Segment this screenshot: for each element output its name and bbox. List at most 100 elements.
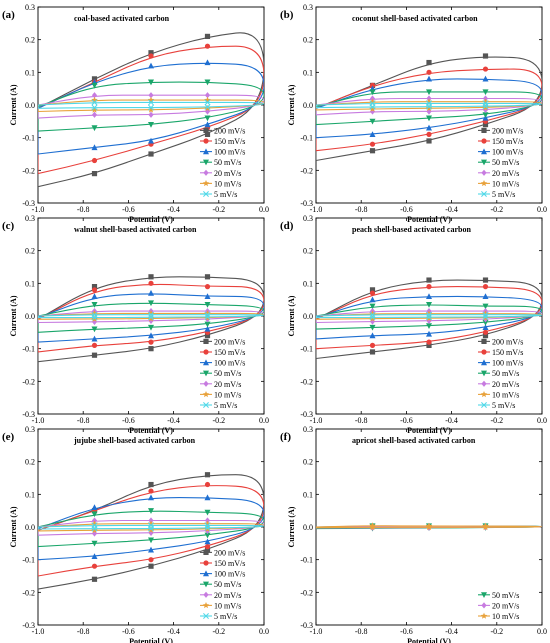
data-point (148, 122, 154, 128)
x-tick-label: -0.6 (400, 627, 413, 636)
x-tick-label: -0.4 (445, 416, 458, 425)
y-tick-label: -0.1 (22, 556, 35, 565)
legend-marker (481, 592, 487, 598)
data-point (204, 325, 211, 332)
data-point (148, 280, 154, 286)
y-tick-label: -0.1 (300, 134, 313, 143)
y-tick-label: 0.2 (25, 458, 35, 467)
chart-title: apricot shell-based activated carbon (352, 436, 476, 445)
legend-entry: 5 mV/s (492, 401, 515, 410)
y-tick-label: -0.2 (22, 166, 35, 175)
x-tick-label: -0.2 (490, 416, 503, 425)
data-point (148, 50, 154, 56)
data-point (91, 526, 98, 534)
x-tick-label: -0.4 (167, 416, 180, 425)
panel-label: (a) (2, 9, 15, 21)
data-point (369, 523, 376, 531)
x-tick-label: -0.6 (122, 627, 135, 636)
data-point (204, 33, 211, 39)
y-tick-label: 0.3 (25, 425, 35, 434)
legend: 200 mV/s 150 mV/s 100 mV/s50 mV/s 20 mV/s10… (478, 337, 523, 410)
data-point (91, 352, 98, 358)
y-tick-label: 0.1 (25, 68, 35, 77)
series-line-100-mV-s (38, 62, 264, 155)
legend-marker (481, 191, 487, 197)
data-point (426, 59, 432, 66)
data-point (482, 523, 489, 531)
x-tick-label: 0.0 (259, 416, 269, 425)
series-line-150-mV-s (38, 45, 264, 175)
data-point (204, 472, 211, 478)
data-point (148, 317, 154, 324)
panel-a: -1.0 -0.8 -0.6 -0.4 -0.2 0.0 -0.3 -0.2 -0.1 0.0 0.… (2, 3, 269, 224)
data-point (482, 333, 489, 339)
legend-entry: 150 mV/s (492, 137, 523, 146)
data-point (91, 106, 98, 113)
series-line-5-mV-s (316, 102, 542, 109)
data-point (426, 115, 432, 122)
legend-entry: 200 mV/s (492, 337, 523, 346)
y-tick-label: 0.0 (303, 312, 313, 321)
legend-entry: 100 mV/s (214, 148, 245, 157)
data-point (148, 99, 154, 106)
data-point (426, 311, 432, 318)
data-point (369, 315, 376, 322)
x-axis-label: Potential (V) (407, 426, 451, 435)
y-tick-label: 0.1 (25, 279, 35, 288)
data-point (148, 137, 154, 144)
y-tick-label: 0.0 (303, 523, 313, 532)
data-point (147, 315, 155, 322)
series-line-100-mV-s (38, 497, 264, 561)
series-line-20-mV-s (38, 310, 264, 324)
legend-marker (203, 359, 209, 366)
series-line-50-mV-s (38, 510, 264, 548)
data-point (426, 314, 432, 321)
y-tick-label: 0.0 (25, 523, 35, 532)
data-point (482, 66, 489, 72)
data-point (369, 89, 376, 96)
data-point (204, 525, 211, 531)
legend-entry: 200 mV/s (214, 548, 245, 557)
data-point (148, 151, 154, 157)
x-tick-label: -1.0 (32, 416, 45, 425)
data-point (148, 311, 154, 318)
y-tick-label: 0.3 (303, 214, 313, 223)
x-tick-label: -0.8 (355, 205, 368, 214)
legend-marker (481, 138, 487, 144)
panel-e: -1.0 -0.8 -0.6 -0.4 -0.2 0.0 -0.3 -0.2 -0.1 0.0 0.… (2, 425, 269, 643)
y-tick-label: -0.2 (300, 377, 313, 386)
data-point (148, 104, 154, 111)
data-point (91, 104, 98, 111)
data-point (91, 284, 98, 290)
data-point (148, 563, 154, 569)
y-tick-label: -0.1 (22, 345, 35, 354)
y-tick-label: -0.2 (22, 377, 35, 386)
legend-marker (202, 391, 210, 398)
legend-entry: 50 mV/s (492, 158, 519, 167)
legend-marker (481, 602, 487, 609)
data-point (204, 99, 211, 106)
x-tick-label: -1.0 (310, 205, 323, 214)
data-point (204, 121, 211, 128)
y-tick-label: -0.3 (300, 410, 313, 419)
y-tick-label: 0.3 (303, 3, 313, 12)
legend-entry: 5 mV/s (214, 401, 237, 410)
data-point (204, 284, 211, 290)
legend-entry: 100 mV/s (214, 570, 245, 579)
legend-entry: 20 mV/s (492, 169, 519, 178)
data-point (91, 99, 98, 106)
y-tick-label: -0.2 (300, 588, 313, 597)
legend-marker (203, 169, 209, 176)
legend-marker (481, 370, 487, 377)
y-tick-label: 0.2 (303, 458, 313, 467)
panel-label: (d) (280, 220, 294, 232)
legend-marker (203, 370, 209, 377)
panel-f: -1.0 -0.8 -0.6 -0.4 -0.2 0.0 -0.3 -0.2 -0.1 0.0 0.… (280, 425, 547, 643)
data-point (91, 144, 98, 151)
data-point (426, 339, 432, 345)
y-tick-label: -0.1 (22, 134, 35, 143)
x-axis-label: Potential (V) (407, 637, 451, 643)
y-tick-label: 0.0 (25, 101, 35, 110)
data-point (426, 330, 432, 337)
data-point (148, 481, 154, 488)
